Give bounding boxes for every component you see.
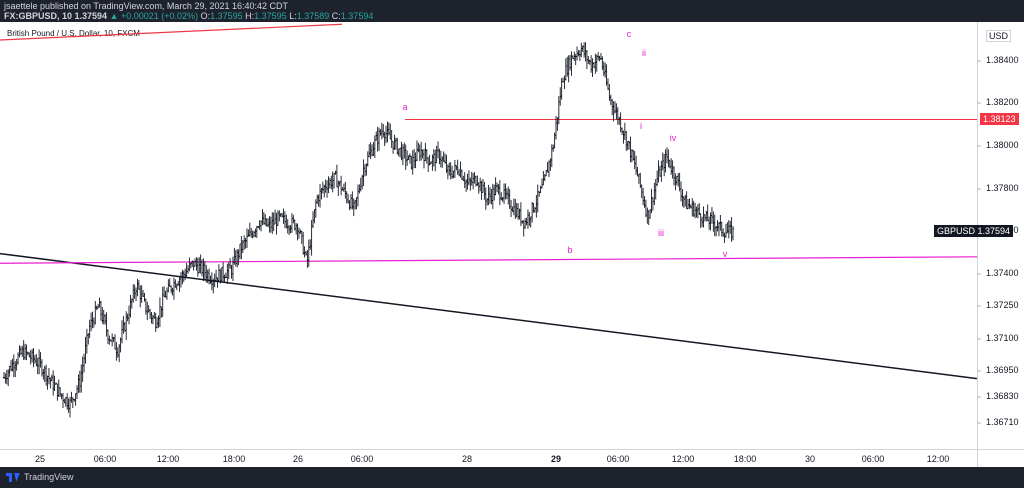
- wave-label-iv: iv: [669, 133, 677, 143]
- price-tick-label: 1.37250: [986, 300, 1019, 310]
- price-tick-label: 1.36710: [986, 417, 1019, 427]
- time-tick-label: 06:00: [93, 454, 117, 464]
- current-price-tag: GBPUSD 1.37594: [934, 225, 1014, 238]
- footer: TradingView: [0, 467, 1024, 488]
- chart-title: British Pound / U.S. Dollar, 10, FXCM: [7, 29, 140, 38]
- price-tick-label: 1.36950: [986, 365, 1019, 375]
- wave-label-c: c: [626, 29, 632, 39]
- time-tick-label: 18:00: [222, 454, 246, 464]
- tradingview-logo[interactable]: TradingView: [6, 472, 74, 482]
- price-tick-label: 1.37400: [986, 268, 1019, 278]
- price-tick-label: 1.38400: [986, 55, 1019, 65]
- symbol-label: FX:GBPUSD, 10: [4, 11, 73, 21]
- trendline: [0, 252, 978, 380]
- wave-label-a: a: [402, 102, 408, 112]
- time-tick-label: 12:00: [156, 454, 180, 464]
- price-tick-label: 1.38000: [986, 140, 1019, 150]
- close-label: C:: [331, 11, 341, 21]
- time-tick-label: 29: [550, 454, 562, 464]
- time-tick-label: 06:00: [350, 454, 374, 464]
- wave-label-v: v: [722, 249, 728, 259]
- price-change: ▲ +0.00021 (+0.02%): [109, 11, 199, 21]
- open-value: 1.37595: [210, 11, 243, 21]
- time-tick-label: 12:00: [926, 454, 950, 464]
- time-tick-label: 28: [461, 454, 473, 464]
- chart-plot-area[interactable]: [0, 22, 977, 449]
- close-value: 1.37594: [340, 11, 374, 21]
- time-axis[interactable]: [0, 449, 977, 467]
- price-tick-label: 1.37100: [986, 333, 1019, 343]
- brand-text: TradingView: [24, 472, 74, 482]
- time-tick-label: 30: [804, 454, 816, 464]
- level-price-tag: 1.38123: [980, 112, 1019, 125]
- high-value: 1.37595: [254, 11, 287, 21]
- low-label: L:: [289, 11, 297, 21]
- price-tick-label: 1.38200: [986, 97, 1019, 107]
- price-tick-label: 1.36830: [986, 391, 1019, 401]
- price-tick-label: 1.37800: [986, 183, 1019, 193]
- low-value: 1.37589: [296, 11, 330, 21]
- tradingview-icon: [6, 472, 20, 482]
- last-price: 1.37594: [74, 11, 108, 21]
- publisher-line: jsaettele published on TradingView.com, …: [4, 1, 289, 11]
- trendline: [0, 23, 342, 41]
- wave-label-b: b: [567, 245, 573, 255]
- chart-header: jsaettele published on TradingView.com, …: [0, 0, 1024, 22]
- time-tick-label: 06:00: [606, 454, 630, 464]
- time-tick-label: 06:00: [861, 454, 885, 464]
- wave-label-iii: iii: [658, 228, 664, 238]
- currency-label[interactable]: USD: [986, 30, 1012, 42]
- symbol-info-line: FX:GBPUSD, 10 1.37594 ▲ +0.00021 (+0.02%…: [4, 11, 373, 22]
- time-tick-label: 26: [292, 454, 304, 464]
- time-tick-label: 12:00: [671, 454, 695, 464]
- time-tick-label: 18:00: [733, 454, 757, 464]
- high-label: H:: [245, 11, 255, 21]
- wave-label-i: i: [640, 121, 642, 131]
- open-label: O:: [200, 11, 211, 21]
- trendline: [0, 256, 978, 264]
- wave-label-ii: ii: [642, 48, 646, 58]
- time-tick-label: 25: [34, 454, 46, 464]
- axis-corner: [977, 449, 1024, 467]
